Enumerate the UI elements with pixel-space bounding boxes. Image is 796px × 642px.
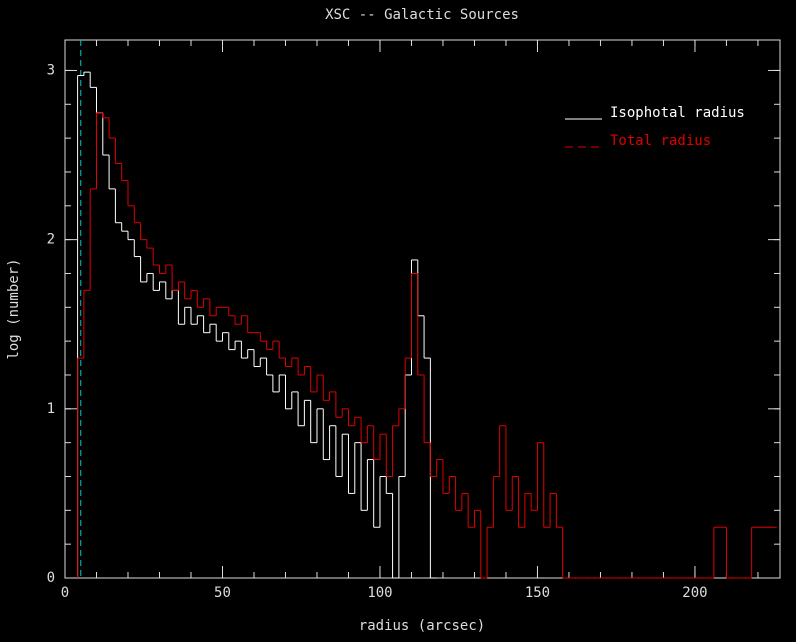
y-tick-label: 0: [47, 570, 55, 586]
y-tick-label: 1: [47, 401, 55, 417]
y-tick-label: 3: [47, 62, 55, 78]
chart-title: XSC -- Galactic Sources: [325, 7, 519, 23]
x-tick-label: 50: [214, 585, 231, 601]
x-tick-label: 0: [61, 585, 69, 601]
x-tick-label: 200: [682, 585, 707, 601]
y-tick-label: 2: [47, 232, 55, 248]
legend-label: Isophotal radius: [610, 105, 745, 121]
x-tick-label: 100: [367, 585, 392, 601]
x-tick-label: 150: [525, 585, 550, 601]
plot-frame: [64, 39, 781, 579]
y-axis-label: log (number): [6, 258, 22, 359]
legend-label: Total radius: [610, 133, 711, 149]
x-axis-label: radius (arcsec): [359, 618, 485, 634]
